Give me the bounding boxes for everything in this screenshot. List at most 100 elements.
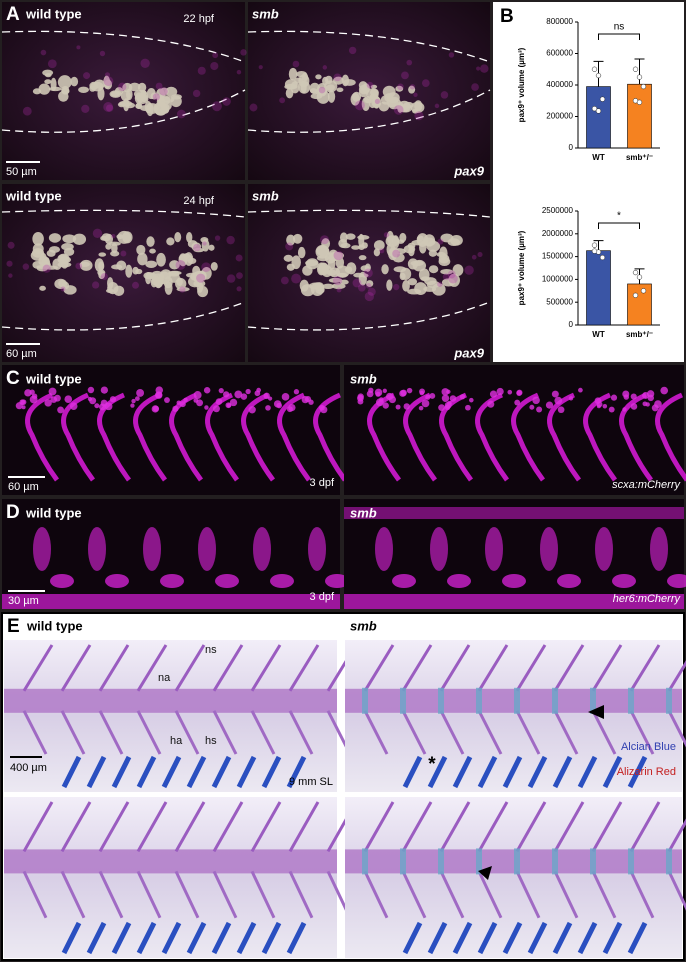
- nucleus: [622, 390, 630, 398]
- fin-ray: [477, 755, 498, 789]
- chevron: [655, 392, 686, 482]
- pax9-surface: [308, 282, 322, 290]
- chevron: [241, 392, 276, 482]
- signal: [118, 82, 127, 91]
- signal: [354, 100, 365, 111]
- signal: [159, 87, 168, 96]
- fin-ray: [452, 921, 473, 955]
- signal: [92, 281, 100, 289]
- neural-spine: [591, 644, 623, 692]
- nucleus: [382, 402, 389, 409]
- data-point: [591, 66, 598, 72]
- nucleus: [100, 386, 109, 394]
- fin-ray: [402, 921, 423, 955]
- pax9-surface: [288, 67, 298, 81]
- pax9-surface: [201, 266, 212, 280]
- pax9-surface: [44, 79, 52, 85]
- signal: [333, 250, 344, 261]
- fin-ray: [211, 755, 232, 789]
- neural-spine: [174, 644, 206, 692]
- pax9-surface: [345, 233, 356, 240]
- band: [344, 594, 684, 609]
- label: hs: [205, 735, 217, 747]
- fin-ray: [86, 755, 107, 789]
- cartilage: [438, 687, 444, 714]
- pax9-surface: [424, 277, 437, 285]
- haemal-spine: [250, 870, 276, 919]
- nucleus: [53, 394, 61, 402]
- nucleus: [265, 405, 271, 411]
- nucleus: [109, 396, 117, 403]
- outline: [247, 30, 491, 63]
- neural-spine: [60, 801, 92, 853]
- neural-spine: [363, 644, 395, 692]
- pax9-surface: [187, 257, 197, 264]
- cartilage: [476, 687, 482, 714]
- haemal-spine: [515, 870, 541, 919]
- haemal-spine: [667, 710, 686, 748]
- pax9-surface: [324, 75, 333, 85]
- signal: [192, 89, 201, 98]
- pax9-surface: [201, 239, 210, 252]
- fin-ray: [61, 755, 82, 789]
- significance-bracket: [598, 33, 640, 40]
- signal: [104, 72, 111, 78]
- nucleus: [20, 399, 27, 405]
- label: 60 µm: [6, 348, 37, 360]
- pax9-surface: [70, 76, 79, 87]
- y-tick-label: 500000: [546, 297, 573, 306]
- signal: [196, 273, 206, 283]
- pax9-surface: [187, 240, 198, 248]
- data-point: [632, 292, 639, 299]
- nucleus: [444, 404, 451, 411]
- data-point: [599, 96, 606, 102]
- pax9-surface: [286, 263, 295, 271]
- pax9-surface: [400, 267, 412, 281]
- nucleus: [263, 392, 270, 400]
- fin-ray: [602, 755, 623, 789]
- signal: [103, 102, 114, 112]
- cartilage: [514, 687, 520, 714]
- signal: [471, 254, 477, 260]
- fin-ray: [502, 921, 523, 955]
- pax9-surface: [357, 235, 370, 240]
- pax9-surface: [309, 82, 321, 95]
- signal: [176, 109, 186, 119]
- signal: [414, 111, 424, 121]
- signal: [437, 238, 444, 245]
- label: A: [6, 4, 20, 25]
- fin-ray: [286, 921, 307, 955]
- signal: [193, 243, 201, 252]
- pax9-surface: [105, 288, 115, 294]
- signal: [348, 46, 357, 55]
- pax9-surface: [361, 97, 371, 112]
- cartilage: [590, 848, 596, 875]
- pax9-surface: [352, 91, 362, 102]
- fin-ray: [136, 921, 157, 955]
- arrowhead: [478, 866, 492, 880]
- cluster: [160, 574, 184, 588]
- pax9-surface: [116, 260, 127, 271]
- label: smb: [252, 188, 279, 203]
- nucleus: [57, 406, 65, 414]
- cluster: [502, 574, 526, 588]
- y-tick-label: 600000: [546, 49, 573, 58]
- pax9-surface: [38, 83, 51, 95]
- haemal-spine: [60, 710, 86, 755]
- signal: [210, 61, 219, 71]
- nucleus: [183, 397, 188, 403]
- signal: [409, 84, 416, 90]
- signal: [226, 274, 236, 283]
- signal: [202, 241, 207, 246]
- data-point: [640, 288, 647, 294]
- fin-ray: [111, 755, 132, 789]
- signal: [249, 103, 258, 112]
- nucleus: [248, 406, 256, 414]
- data-point: [640, 83, 647, 90]
- haemal-spine: [136, 710, 162, 755]
- nucleus: [131, 398, 136, 404]
- x-tick-label: smb⁺/⁻: [626, 153, 653, 162]
- chevron: [619, 392, 654, 482]
- bar: [627, 83, 652, 149]
